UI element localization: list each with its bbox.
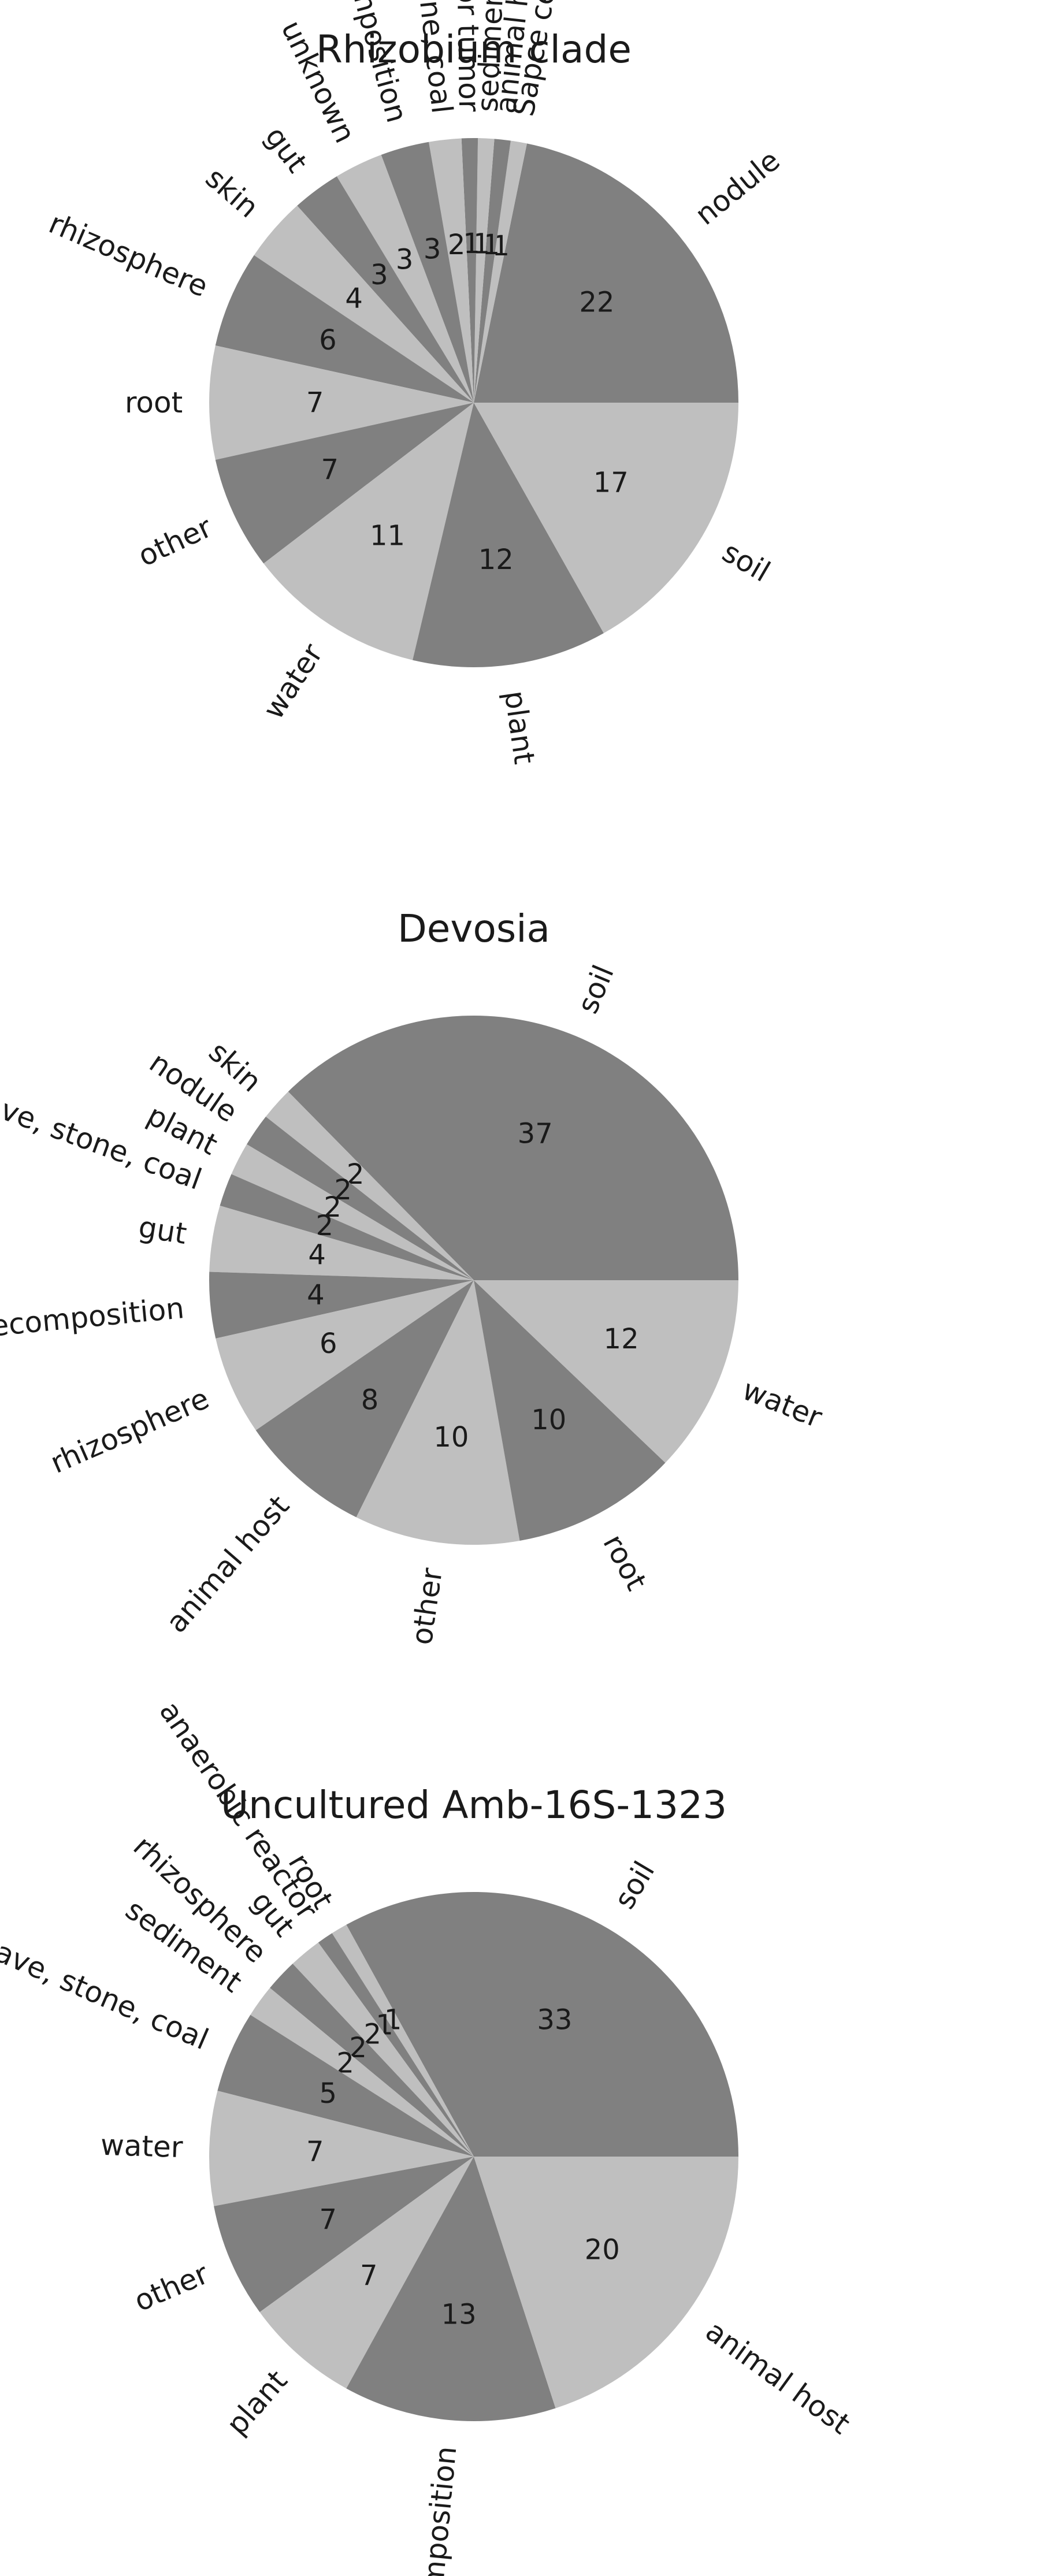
pie-slice-other: [356, 1280, 520, 1545]
chart-title: Rhizobium clade: [316, 27, 632, 72]
pie-slice-rhizosphere: [215, 255, 474, 403]
pie-slice-decomposition: [381, 142, 474, 403]
pie-slice-anaerobic-reactor: [318, 1933, 474, 2157]
pie-slice-rhizosphere: [216, 1280, 474, 1430]
pie-slice-sediment: [474, 138, 495, 403]
pie-slice-skin: [254, 206, 474, 403]
pie-category-label-decomposition: decomposition: [410, 2445, 463, 2576]
pie-slice-gall-or-tumor: [461, 138, 478, 403]
pie-value-label: 7: [306, 386, 324, 419]
pie-value-label: 6: [319, 324, 337, 356]
pie-slice-soil: [288, 1015, 739, 1280]
pie-category-label-decomposition: decomposition: [0, 1291, 185, 1345]
pie-slice-root: [209, 345, 474, 460]
pie-slice-gut: [209, 1205, 474, 1280]
pie-category-label-root: root: [596, 1529, 653, 1596]
pie-category-label-gall-or-tumor: gall or tumor: [450, 0, 486, 112]
pie-value-label: 3: [396, 244, 414, 276]
pie-category-label-soil: soil: [716, 535, 775, 589]
pie-category-label-animal-host: animal host: [700, 2314, 856, 2441]
pie-value-label: 3: [424, 233, 441, 266]
pie-value-label: 12: [604, 1323, 639, 1355]
pie-slice-water: [474, 1280, 738, 1463]
pie-category-label-plant: plant: [220, 2364, 294, 2441]
chart-title: Uncultured Amb-16S-1323: [221, 1783, 727, 1827]
pie-slice-soil: [474, 403, 738, 633]
pie-slice-animal-host: [255, 1280, 474, 1518]
pie-value-label: 4: [345, 282, 363, 315]
pie-slice-unknown: [336, 154, 474, 403]
pie-slice-soil: [346, 1892, 738, 2157]
pie-slice-cave-stone-coal: [217, 2014, 474, 2157]
pie-slice-water: [263, 403, 474, 660]
pie-value-label: 3: [370, 259, 388, 291]
pie-slice-skin: [265, 1091, 474, 1280]
pie-category-label-gut: gut: [258, 120, 314, 179]
pie-category-label-other: other: [133, 510, 217, 573]
pie-slice-nodule: [474, 143, 738, 403]
pie-category-label-water: water: [738, 1373, 827, 1434]
pie-category-label-soil: soil: [571, 960, 621, 1018]
pie-slice-animal-host: [474, 139, 511, 403]
pie-value-label: 7: [306, 2135, 324, 2168]
pie-slice-gut: [292, 1942, 474, 2157]
pie-value-label: 7: [321, 454, 339, 486]
pie-slice-water: [209, 2091, 474, 2206]
pie-slice-cave-stone-coal: [220, 1174, 474, 1280]
pie-slice-plant: [413, 403, 604, 667]
pie-slice-plant: [259, 2157, 474, 2389]
pie-value-label: 6: [320, 1328, 337, 1360]
pie-value-label: 2: [448, 229, 466, 261]
pie-category-label-animal-host: animal host: [159, 1489, 296, 1640]
pie-category-label-nodule: nodule: [689, 143, 786, 232]
pie-category-label-water: water: [100, 2128, 184, 2164]
pie-slice-nodule: [247, 1116, 474, 1280]
pie-value-label: 20: [585, 2234, 620, 2266]
pie-category-label-root: root: [125, 386, 183, 419]
pie-slice-plant: [231, 1144, 474, 1280]
pie-category-label-rhizosphere: rhizosphere: [46, 1381, 214, 1480]
pie-value-label: 4: [308, 1239, 326, 1272]
pie-category-label-other: other: [405, 1566, 449, 1647]
pie-slice-root: [474, 1280, 666, 1541]
pie-value-label: 13: [441, 2299, 477, 2331]
pie-value-label: 7: [320, 2203, 337, 2236]
pie-value-label: 10: [433, 1421, 469, 1454]
pie-category-label-plant: plant: [498, 689, 541, 766]
pie-value-label: 8: [361, 1384, 379, 1417]
pie-category-label-rhizosphere: rhizosphere: [44, 206, 213, 303]
pie-slice-other: [214, 2157, 474, 2313]
pie-slice-animal-host: [474, 2157, 738, 2408]
pie-value-label: 33: [537, 2004, 572, 2036]
pie-slice-other: [215, 403, 474, 564]
pie-slice-cave-stone-coal: [429, 138, 474, 403]
pie-category-label-other: other: [129, 2257, 214, 2318]
pie-value-label: 11: [370, 520, 405, 552]
pie-value-label: 12: [478, 544, 514, 576]
pie-category-label-soil: soil: [608, 1856, 662, 1915]
pie-slice-sediment: [250, 1988, 474, 2157]
pie-slice-rhizosphere: [270, 1964, 474, 2157]
pie-category-label-sediment: sediment: [471, 0, 511, 113]
pie-value-label: 4: [307, 1279, 325, 1311]
chart-title: Devosia: [398, 906, 550, 951]
pie-value-label: 17: [593, 467, 629, 499]
pie-slice-decomposition: [209, 1272, 474, 1339]
pie-category-label-gut: gut: [136, 1210, 189, 1251]
pie-slice-gut: [297, 176, 474, 403]
pie-slice-decomposition: [346, 2157, 556, 2421]
pie-category-label-water: water: [257, 638, 329, 725]
pie-category-label-skin: skin: [199, 161, 265, 225]
pie-value-label: 37: [518, 1118, 553, 1150]
pie-value-label: 7: [360, 2259, 378, 2292]
pie-value-label: 5: [320, 2077, 337, 2110]
pie-slice-sapce-center: [474, 140, 527, 403]
pie-value-label: 10: [531, 1404, 566, 1436]
pie-value-label: 22: [579, 286, 614, 318]
pie-slice-root: [332, 1924, 474, 2157]
